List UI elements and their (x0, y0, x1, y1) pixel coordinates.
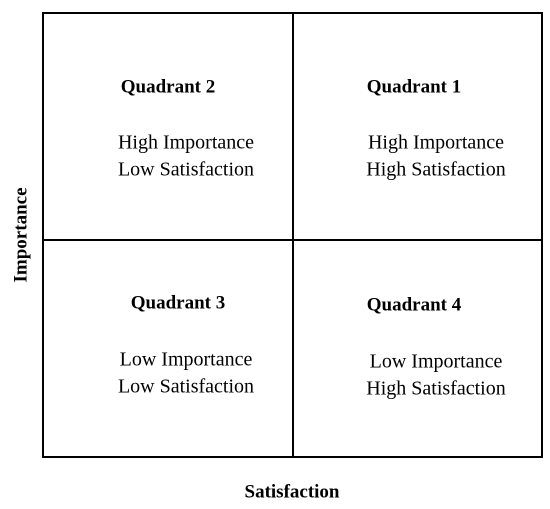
quadrant-line: High Satisfaction (366, 159, 505, 181)
quadrant-line: Low Importance (120, 349, 253, 371)
quadrant-title: Quadrant 4 (367, 294, 462, 315)
quadrant-title: Quadrant 2 (121, 76, 216, 97)
quadrant-line: Low Satisfaction (118, 376, 254, 398)
quadrant-line: High Importance (368, 132, 504, 154)
quadrant-title: Quadrant 1 (367, 76, 462, 97)
quadrant-line: Low Importance (370, 351, 503, 373)
quadrant-line: Low Satisfaction (118, 159, 254, 181)
quadrant-title: Quadrant 3 (131, 292, 226, 313)
y-axis-label: Importance (10, 188, 31, 283)
x-axis-label: Satisfaction (245, 481, 340, 502)
quadrant-line: High Importance (118, 132, 254, 154)
quadrant-line: High Satisfaction (366, 378, 505, 400)
